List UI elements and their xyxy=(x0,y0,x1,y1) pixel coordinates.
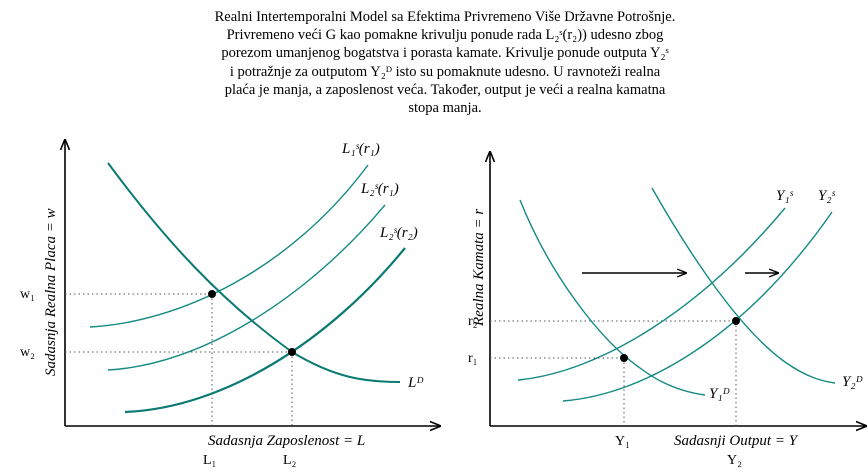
caption-line: Realni Intertemporalni Model sa Efektima… xyxy=(214,9,676,25)
output-y-axis-label: Realna Kamata = r xyxy=(471,209,487,327)
ys1-label: Y₁ˢ xyxy=(776,188,794,204)
labor-supply-curve-2 xyxy=(107,204,386,371)
ls3-label: L₂ˢ(r₂) xyxy=(379,225,418,241)
labor-demand-curve xyxy=(107,162,401,383)
equilibrium-point-2 xyxy=(288,348,296,356)
labor-y-axis-label: Sadasnja Realna Placa = w xyxy=(43,208,59,376)
caption: Realni Intertemporalni Model sa Efektima… xyxy=(90,8,800,117)
equilibrium-point-1 xyxy=(208,290,216,298)
yd2-label: Y₂ᴰ xyxy=(842,374,863,390)
labor-supply-curve-1 xyxy=(89,164,369,328)
y2-tick: Y₂ xyxy=(727,453,742,468)
l1-tick: L₁ xyxy=(203,453,216,468)
output-supply-curve-1 xyxy=(517,207,786,381)
l2-tick: L₂ xyxy=(283,453,297,468)
output-demand-curve-2 xyxy=(651,187,836,384)
caption-line: plaća je manja, a zaposlenost veća. Tako… xyxy=(224,81,666,98)
r1-tick: r₁ xyxy=(468,351,478,366)
labor-market-panel: Sadasnja Realna Placa = w Sadasnja Zapos… xyxy=(20,140,440,468)
caption-line: Privremeno veći G kao pomakne krivulju p… xyxy=(226,27,664,44)
ys2-label: Y₂ˢ xyxy=(818,188,836,204)
caption-line: i potražnje za outputom Y₂ᴰ isto su poma… xyxy=(229,63,661,80)
output-equilibrium-2 xyxy=(732,317,740,325)
ls1-label: L₁ˢ(r₁) xyxy=(341,141,380,157)
output-supply-curve-2 xyxy=(562,211,833,402)
caption-line: stopa manja. xyxy=(408,100,482,117)
output-demand-curve-1 xyxy=(519,199,706,396)
w1-tick: w₁ xyxy=(20,287,35,302)
yd1-label: Y₁ᴰ xyxy=(709,386,730,402)
ls2-label: L₂ˢ(r₁) xyxy=(360,181,399,197)
y1-tick: Y₁ xyxy=(615,434,630,449)
labor-x-axis-label: Sadasnja Zaposlenost = L xyxy=(208,433,365,449)
caption-line: porezom umanjenog bogatstva i porasta ka… xyxy=(221,45,669,62)
ld-label: Lᴰ xyxy=(407,375,424,391)
r2-tick: r₂ xyxy=(468,314,478,329)
w2-tick: w₂ xyxy=(20,345,35,360)
labor-supply-curve-3 xyxy=(124,247,406,414)
output-x-axis-label: Sadasnji Output = Y xyxy=(674,433,799,449)
output-equilibrium-1 xyxy=(620,354,628,362)
output-market-panel: Realna Kamata = r Sadasnji Output = Y r₂… xyxy=(468,152,866,468)
